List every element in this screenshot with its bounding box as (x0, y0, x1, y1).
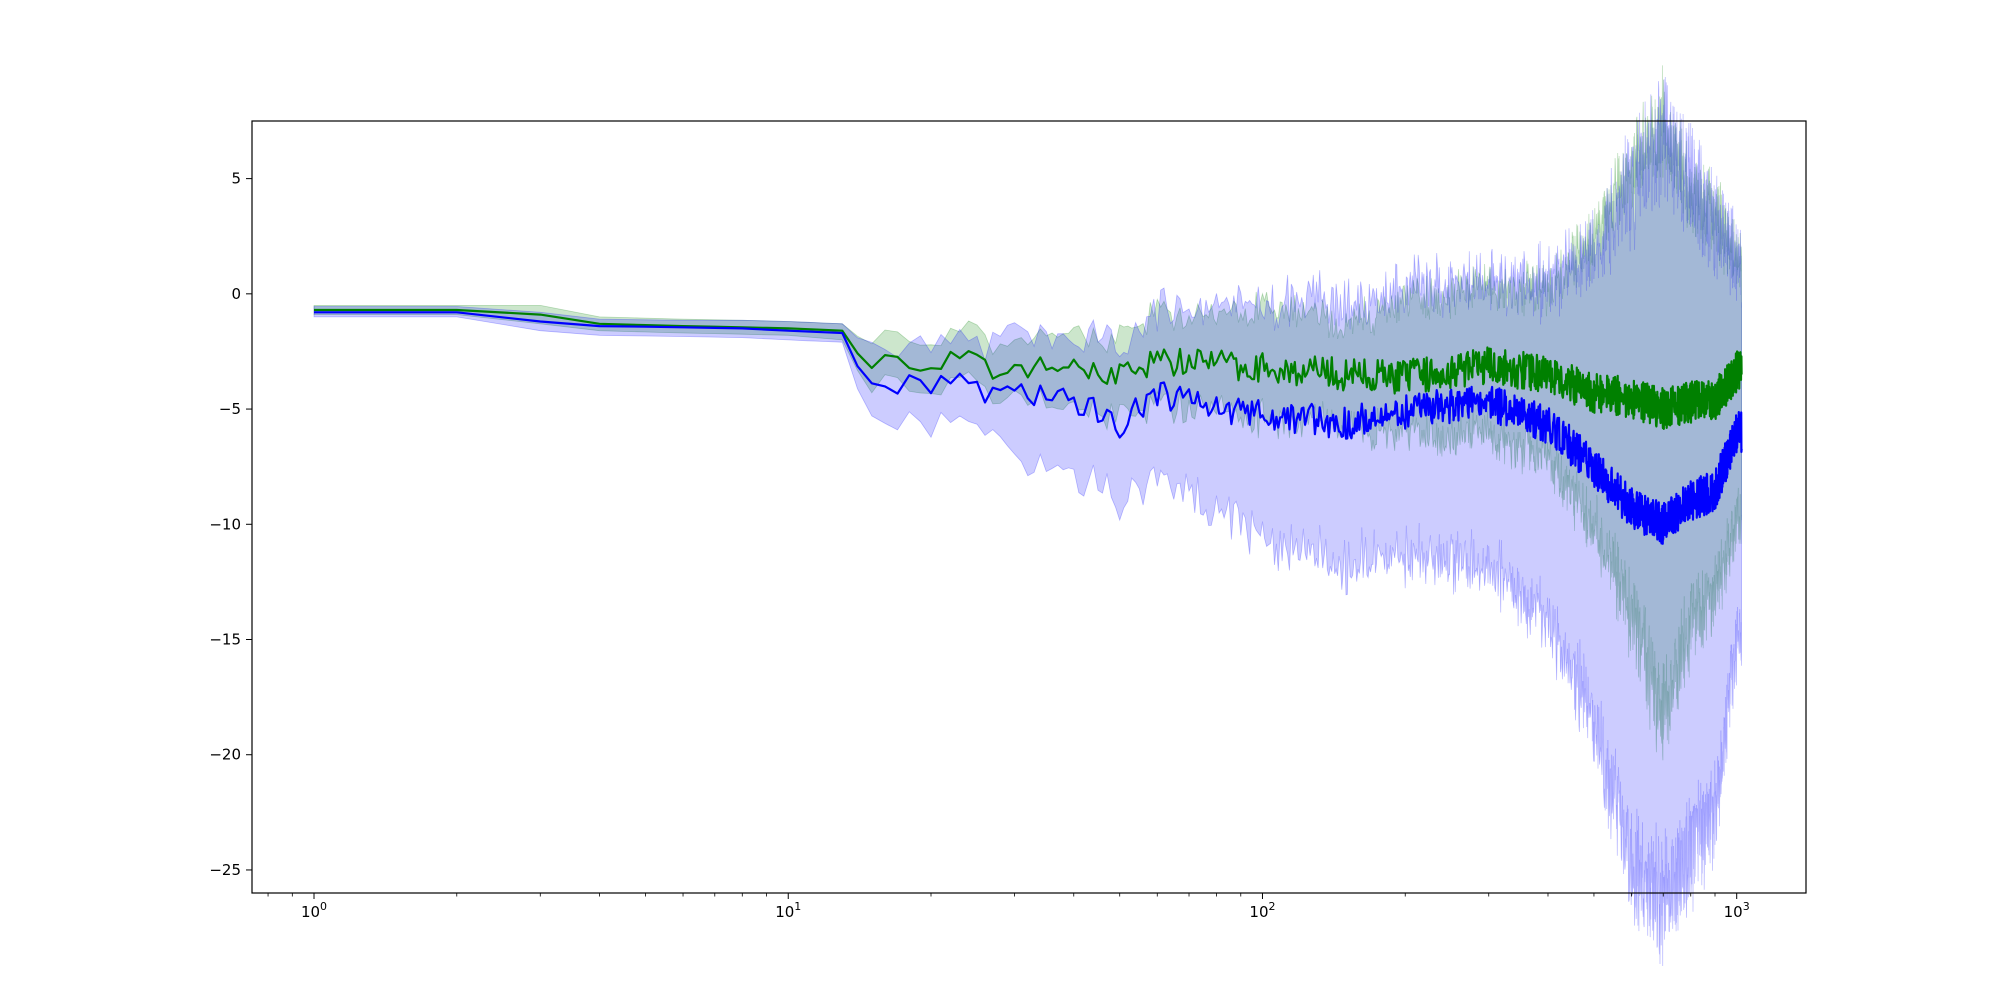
y-tick-label: 0 (231, 285, 241, 303)
x-tick-label: 100 (301, 900, 327, 921)
series-0-line (314, 308, 1743, 430)
y-tick-label: −5 (219, 400, 241, 418)
x-tick-label: 101 (775, 900, 801, 921)
y-tick-label: 5 (231, 170, 241, 188)
y-axis-ticks: 5 0 −5 −10 −15 −20 −25 (209, 170, 252, 879)
x-tick-label: 102 (1249, 900, 1275, 921)
y-tick-label: −10 (209, 515, 241, 533)
series-lines (314, 308, 1743, 545)
y-tick-label: −25 (209, 861, 241, 879)
series-1-band (313, 76, 1742, 967)
y-tick-label: −20 (209, 746, 241, 764)
axes-frame (251, 120, 1807, 894)
x-tick-label: 103 (1724, 900, 1750, 921)
series-1-line (314, 311, 1743, 545)
x-axis-ticks: 100 101 102 103 (267, 893, 1750, 921)
y-tick-label: −15 (209, 631, 241, 649)
